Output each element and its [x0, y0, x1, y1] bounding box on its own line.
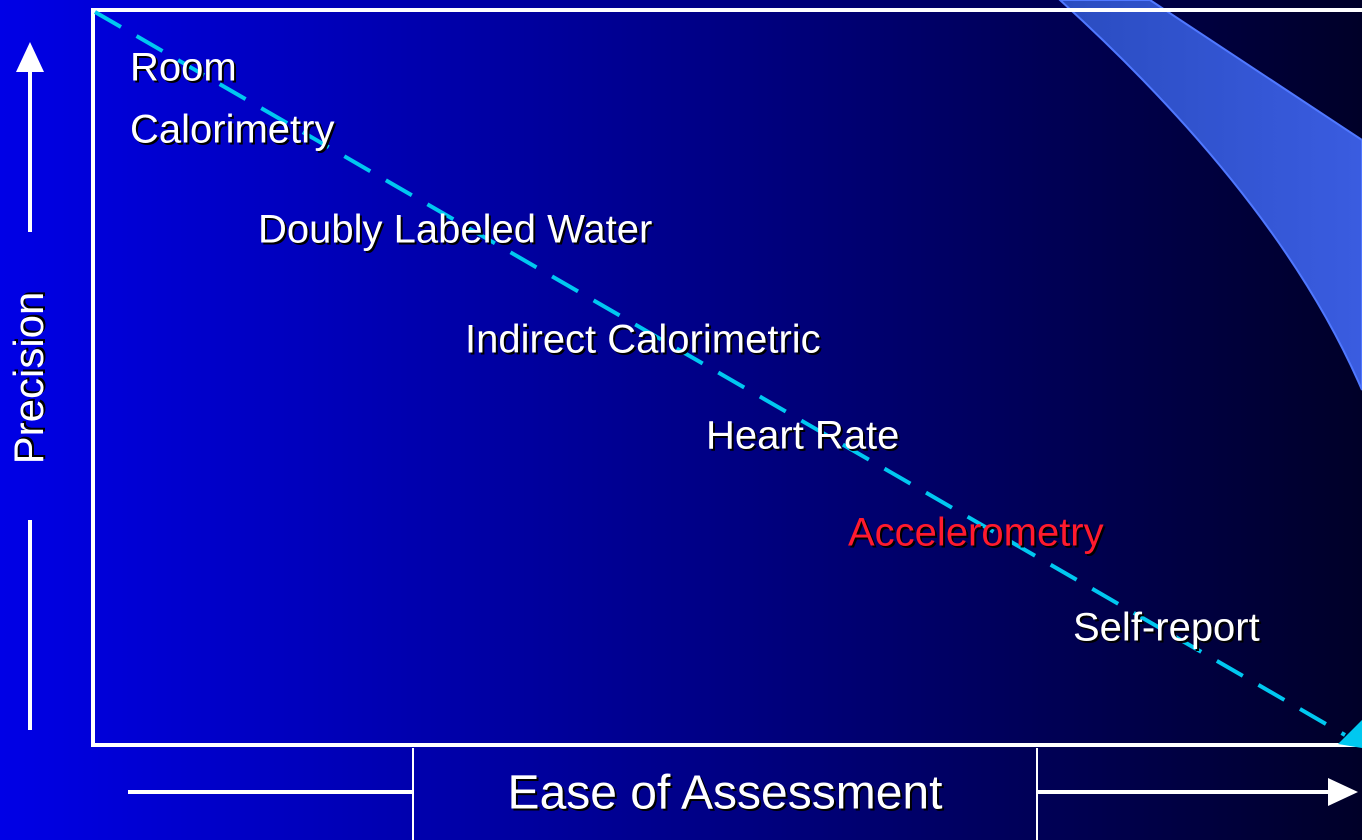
method-label: Calorimetry [130, 108, 334, 152]
method-label: Room [130, 46, 237, 90]
decorative-swoosh [1058, 0, 1362, 391]
method-label: Indirect Calorimetric [465, 318, 821, 362]
method-label: Heart Rate [706, 414, 899, 458]
method-label: Self-report [1073, 606, 1260, 650]
trend-arrowhead [1338, 720, 1362, 748]
method-label: Doubly Labeled Water [258, 208, 652, 252]
x-arrowhead [1328, 778, 1358, 806]
y-arrowhead [16, 42, 44, 72]
trend-line [93, 10, 1347, 737]
method-label: Accelerometry [848, 511, 1104, 555]
frame [91, 8, 1362, 747]
y-axis-label: Precision [5, 292, 52, 465]
x-axis-label: Ease of Assessment [508, 767, 943, 820]
